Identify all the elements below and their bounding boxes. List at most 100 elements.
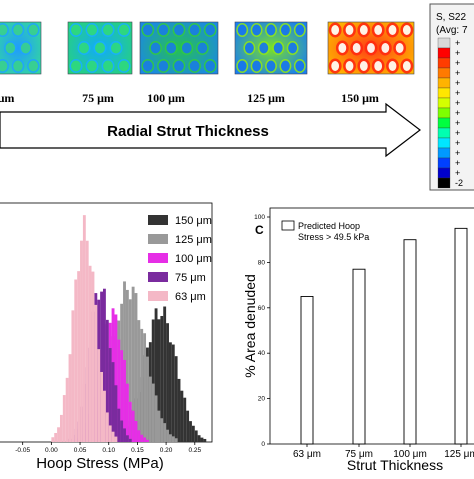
panel-c-label: C [255,223,264,237]
legend-label: 150 μm [175,215,212,227]
histogram-bin [131,410,135,442]
histogram-bin [85,240,89,442]
histogram-bin [125,383,129,442]
y-tick-label: 0 [261,441,265,448]
histogram-bin [105,319,109,442]
legend-subtitle: (Avg: 7 [436,25,468,36]
thickness-labels: μm 75 μm 100 μm 125 μm 150 μm [0,91,379,105]
colormap-swatch [437,67,451,79]
x-axis-label: Strut Thickness [347,457,443,473]
histogram-bin [137,430,141,442]
histogram-bin [108,348,112,442]
histogram-bin [128,438,132,442]
x-tick-label: 63 μm [293,449,321,460]
colormap-swatch [437,157,451,169]
stent-map-5 [327,21,415,75]
histogram-bin [143,333,147,442]
colormap-tick: + [455,68,460,78]
histogram-bin [174,438,178,442]
histogram-bin [51,437,55,442]
legend-swatch [281,220,295,231]
thickness-label: 100 μm [147,91,185,105]
colormap-swatch [437,127,451,139]
histogram-bin [82,215,86,442]
colormap-tick: + [455,128,460,138]
histogram-bin [91,271,95,442]
x-tick-label: 125 μm [444,449,474,460]
histogram-bin [203,438,207,442]
histogram-bin [54,432,58,442]
x-tick-label: 0.10 [102,447,115,454]
stent-map-2 [67,21,133,75]
thickness-label: 150 μm [341,91,379,105]
histogram-bin [166,429,169,442]
histogram-bin [114,314,118,442]
x-tick-label: 100 μm [393,449,427,460]
histogram-bin [154,395,158,442]
hoop-stress-histogram: -0.05 0.00 0.05 0.10 0.15 0.20 0.25 Hoop Stress… [0,202,213,472]
histogram-bin [174,356,178,442]
x-tick-label: -0.05 [15,447,30,454]
colormap-swatch [437,77,451,89]
histogram-bin [80,240,83,442]
histogram-bin [154,308,158,442]
colormap-tick: + [455,58,460,68]
legend-swatch [148,253,168,263]
legend-label: 75 μm [175,272,206,284]
histogram-bin [125,435,129,442]
histogram-bin [123,359,126,442]
arrow-label: Radial Strut Thickness [107,123,269,140]
y-tick-label: 60 [258,305,266,312]
histogram-bin [103,390,106,442]
x-tick-label: 0.25 [188,447,201,454]
histogram-bin [163,306,167,442]
colormap-swatch [437,37,451,49]
histogram-bin [125,289,129,442]
histogram-bin [120,350,124,442]
histogram-bin [186,410,190,442]
area-denuded-bar-chart: 0 20 40 60 80 100 63 μm 75 μm 100 μm 125 μm % Area… [242,207,474,473]
histogram-bin [160,316,164,442]
legend-label: Stress > 49.5 kPa [298,232,369,242]
histogram-bin [197,435,201,442]
y-tick-label: 80 [258,259,266,266]
histogram-bin [57,427,60,442]
histogram-bin [71,310,75,442]
bar [300,296,314,445]
colormap-tick: + [455,48,460,58]
colormap-swatch [437,87,451,99]
histogram-bin [134,293,138,442]
colormap-swatch [437,57,451,69]
y-tick-label: 40 [258,350,266,357]
x-tick-label: 0.05 [74,447,87,454]
histogram-bin [137,320,141,442]
histogram-bin [111,362,115,442]
histogram-bin [151,319,155,442]
colormap-swatch [437,117,451,129]
histogram-bin [143,437,147,442]
histogram-bin [168,434,172,442]
colormap-tick: + [455,138,460,148]
histogram-bin [166,323,169,442]
histogram-bin [100,291,103,442]
x-tick-label: 0.20 [160,447,173,454]
histogram-bin [100,371,103,442]
histogram-bin [134,420,138,442]
colormap-tick: + [455,168,460,178]
histogram-bin [140,328,144,442]
histogram-bin [94,304,98,442]
colormap-swatch [437,107,451,119]
legend-swatch [148,215,168,225]
legend-label: Predicted Hoop [298,221,360,231]
histogram-bin [140,434,144,442]
histogram-bin [108,425,112,442]
y-axis-label: % Area denuded [242,274,258,378]
histogram-bin [177,378,181,442]
colormap-swatch [437,147,451,159]
histogram-bin [200,437,204,442]
x-tick-label: 75 μm [345,449,373,460]
histogram-bin [191,425,195,442]
y-tick-label: 100 [254,214,265,221]
histogram-bin [189,421,192,442]
